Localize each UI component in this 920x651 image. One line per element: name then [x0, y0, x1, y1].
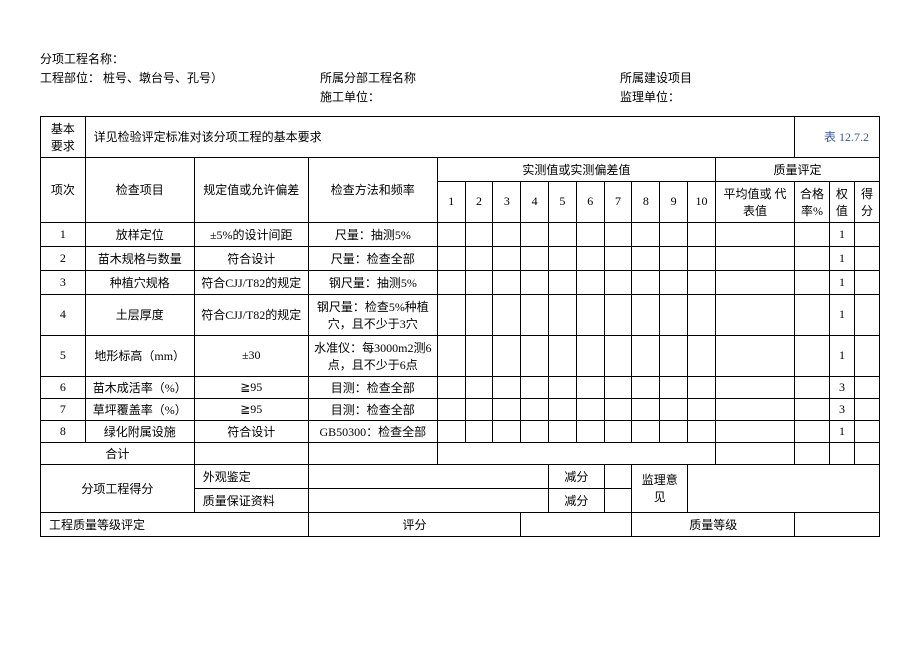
- construction-unit-label: 施工单位：: [320, 88, 620, 107]
- score-label: 评分: [308, 512, 520, 536]
- table-row: 1 放样定位 ±5%的设计间距 尺量：抽测5% 1: [41, 222, 880, 246]
- basic-req-content: 详见检验评定标准对该分项工程的基本要求: [85, 116, 794, 157]
- col-n9: 9: [660, 181, 688, 222]
- footer-row-1: 分项工程得分 外观鉴定 减分 监理意见: [41, 464, 880, 488]
- table-row: 3 种植穴规格 符合CJJ/T82的规定 钢尺量：抽测5% 1: [41, 270, 880, 294]
- supervisor-label: 监理单位：: [620, 88, 820, 107]
- quality-docs-label: 质量保证资料: [194, 488, 308, 512]
- quality-level-label: 质量等级: [632, 512, 795, 536]
- header-info: 分项工程名称： 工程部位： 桩号、墩台号、孔号） 所属分部工程名称 施工单位： …: [40, 50, 880, 108]
- col-item-no: 项次: [41, 157, 86, 222]
- col-weight: 权值: [829, 181, 854, 222]
- subsection-label: 所属分部工程名称: [320, 69, 620, 88]
- col-n8: 8: [632, 181, 660, 222]
- col-measured-header: 实测值或实测偏差值: [437, 157, 715, 181]
- col-n4: 4: [521, 181, 549, 222]
- col-check-method: 检查方法和频率: [308, 157, 437, 222]
- col-n2: 2: [465, 181, 493, 222]
- col-check-item: 检查项目: [85, 157, 194, 222]
- col-n10: 10: [688, 181, 716, 222]
- deduct-label-2: 减分: [549, 488, 605, 512]
- table-row: 4 土层厚度 符合CJJ/T82的规定 钢尺量：检查5%种植穴，且不少于3穴 1: [41, 294, 880, 335]
- footer-row-3: 工程质量等级评定 评分 质量等级: [41, 512, 880, 536]
- appearance-label: 外观鉴定: [194, 464, 308, 488]
- table-number: 表 12.7.2: [795, 116, 880, 157]
- inspection-table: 基本 要求 详见检验评定标准对该分项工程的基本要求 表 12.7.2 项次 检查…: [40, 116, 880, 537]
- table-row: 7 草坪覆盖率（%） ≧95 目测：检查全部 3: [41, 398, 880, 420]
- quality-level-eval-label: 工程质量等级评定: [41, 512, 309, 536]
- project-name-label: 分项工程名称：: [40, 50, 880, 69]
- table-row: 6 苗木成活率（%） ≧95 目测：检查全部 3: [41, 376, 880, 398]
- col-quality-header: 质量评定: [715, 157, 879, 181]
- col-n3: 3: [493, 181, 521, 222]
- position-label: 工程部位： 桩号、墩台号、孔号）: [40, 69, 320, 107]
- total-row: 合计: [41, 442, 880, 464]
- table-row: 2 苗木规格与数量 符合设计 尺量：检查全部 1: [41, 246, 880, 270]
- table-row: 5 地形标高（mm） ±30 水准仪：每3000m2测6点，且不少于6点 1: [41, 335, 880, 376]
- col-spec-value: 规定值或允许偏差: [194, 157, 308, 222]
- table-row: 8 绿化附属设施 符合设计 GB50300：检查全部 1: [41, 420, 880, 442]
- subsection-score-label: 分项工程得分: [41, 464, 195, 512]
- col-n7: 7: [604, 181, 632, 222]
- deduct-label-1: 减分: [549, 464, 605, 488]
- col-n5: 5: [549, 181, 577, 222]
- col-avg: 平均值或 代表值: [715, 181, 794, 222]
- supervisor-opinion-label: 监理意见: [632, 464, 688, 512]
- col-n6: 6: [576, 181, 604, 222]
- basic-req-label: 基本 要求: [41, 116, 86, 157]
- col-pass: 合格率%: [795, 181, 830, 222]
- owner-label: 所属建设项目: [620, 69, 820, 88]
- col-n1: 1: [437, 181, 465, 222]
- col-score: 得分: [854, 181, 879, 222]
